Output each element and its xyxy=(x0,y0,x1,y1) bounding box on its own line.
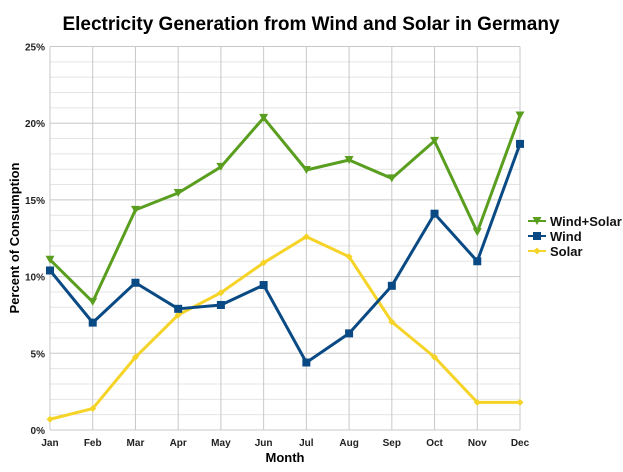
legend-label: Wind xyxy=(550,229,582,244)
data-point xyxy=(173,188,183,197)
data-point xyxy=(387,174,397,183)
data-point xyxy=(45,255,55,264)
data-point xyxy=(46,415,54,423)
x-tick-label: Feb xyxy=(84,438,102,449)
data-point xyxy=(473,398,481,406)
series-line xyxy=(49,235,520,421)
x-tick-label: Oct xyxy=(426,438,443,449)
data-point xyxy=(473,257,482,266)
data-point xyxy=(302,233,310,241)
data-point xyxy=(130,205,140,214)
y-tick-label: 25% xyxy=(25,43,45,54)
data-point xyxy=(217,289,225,297)
legend-item: Wind xyxy=(528,229,582,244)
data-point xyxy=(46,266,54,275)
data-point xyxy=(88,297,98,306)
data-point xyxy=(430,209,439,218)
x-axis: Jan Feb Mar Apr May Jun Jul Aug Sep Oct Nov Dec xyxy=(41,438,529,449)
x-tick-label: Jan xyxy=(41,438,58,449)
series-line xyxy=(48,115,522,304)
legend-item: Wind+Solar xyxy=(528,214,622,229)
x-tick-label: Aug xyxy=(339,438,358,449)
series-line xyxy=(48,143,522,365)
legend-marker xyxy=(533,247,541,255)
data-point xyxy=(131,353,139,361)
y-axis: 0% 5% 10% 15% 20% 25% xyxy=(25,43,45,438)
series-group xyxy=(45,111,525,423)
data-point xyxy=(216,300,225,309)
data-point xyxy=(260,259,268,267)
series-solar xyxy=(46,233,524,423)
data-point xyxy=(516,139,524,148)
data-point xyxy=(345,253,353,261)
data-point xyxy=(89,405,97,413)
data-point xyxy=(345,329,354,338)
x-tick-label: Jul xyxy=(299,438,314,449)
y-axis-label: Percent of Consumption xyxy=(7,162,22,313)
legend-label: Wind+Solar xyxy=(550,214,622,229)
x-tick-label: Apr xyxy=(170,438,187,449)
data-point xyxy=(387,281,396,290)
data-point xyxy=(515,111,525,120)
y-tick-label: 20% xyxy=(25,119,45,130)
y-tick-label: 5% xyxy=(31,349,46,360)
x-tick-label: Nov xyxy=(468,438,487,449)
data-point xyxy=(301,165,311,174)
legend-marker xyxy=(532,217,542,225)
grid xyxy=(49,46,521,431)
legend-marker xyxy=(533,232,541,240)
chart-title: Electricity Generation from Wind and Sol… xyxy=(62,14,560,35)
data-point xyxy=(174,304,183,313)
y-tick-label: 15% xyxy=(25,196,45,207)
data-point xyxy=(344,156,354,165)
x-tick-label: Dec xyxy=(511,438,530,449)
data-point xyxy=(131,278,140,287)
y-tick-label: 0% xyxy=(31,426,46,437)
x-axis-label: Month xyxy=(266,450,305,465)
data-point xyxy=(259,281,268,290)
data-point xyxy=(472,228,482,237)
x-tick-label: Sep xyxy=(383,438,401,449)
data-point xyxy=(430,136,440,145)
x-tick-label: Mar xyxy=(127,438,145,449)
legend-item: Solar xyxy=(528,244,583,259)
x-tick-label: May xyxy=(211,438,231,449)
data-point xyxy=(431,353,439,361)
series-wind xyxy=(46,139,524,367)
series-wind-solar xyxy=(45,111,525,306)
y-tick-label: 10% xyxy=(25,273,45,284)
legend-label: Solar xyxy=(550,244,583,259)
data-point xyxy=(516,398,524,406)
data-point xyxy=(216,162,226,171)
data-point xyxy=(88,318,97,327)
data-point xyxy=(388,318,396,326)
data-point xyxy=(259,113,269,122)
x-tick-label: Jun xyxy=(255,438,273,449)
data-point xyxy=(302,358,311,367)
data-point xyxy=(174,311,182,319)
